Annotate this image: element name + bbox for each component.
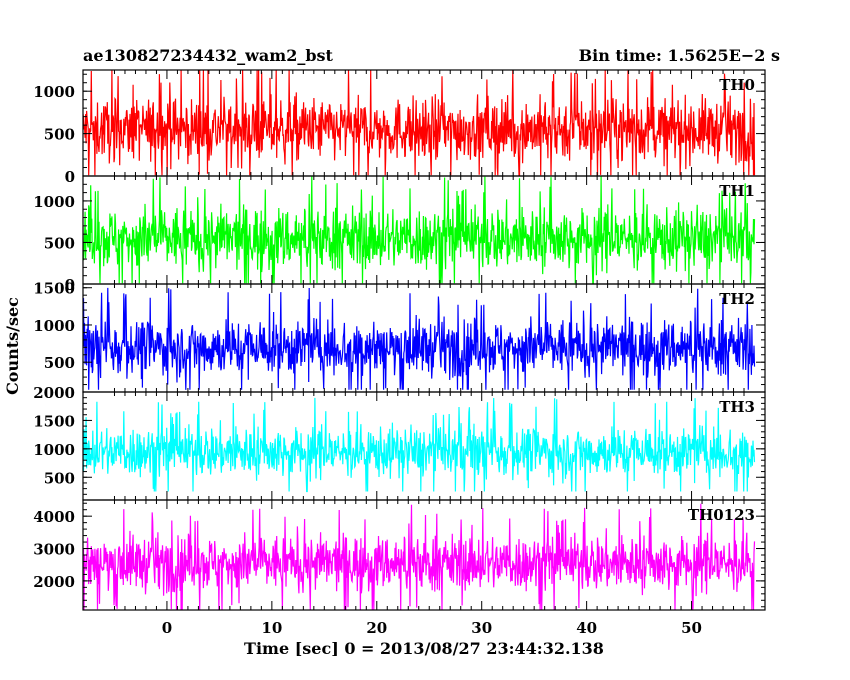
series-trace-th3 [83, 397, 756, 493]
x-tick-label: 30 [471, 619, 492, 637]
series-trace-th2 [83, 287, 756, 390]
y-tick-label: 500 [44, 234, 75, 252]
series-label-th0: TH0 [719, 76, 755, 94]
y-tick-label: 3000 [33, 541, 75, 559]
x-tick-label: 50 [681, 619, 702, 637]
chart-subtitle: Bin time: 1.5625E−2 s [579, 46, 780, 65]
y-tick-label: 2000 [33, 573, 75, 591]
y-tick-label: 1000 [33, 193, 75, 211]
x-tick-label: 20 [366, 619, 387, 637]
series-trace-th1 [83, 176, 756, 284]
y-tick-label: 500 [44, 469, 75, 487]
y-tick-label: 1000 [33, 83, 75, 101]
series-label-th2: TH2 [719, 290, 755, 308]
x-tick-label: 0 [162, 619, 172, 637]
y-tick-label: 2000 [33, 384, 75, 402]
x-tick-label: 10 [261, 619, 282, 637]
y-tick-label: 1000 [33, 317, 75, 335]
series-label-th0123: TH0123 [688, 506, 755, 524]
series-label-th1: TH1 [719, 182, 755, 200]
y-tick-label: 1500 [33, 280, 75, 298]
y-tick-label: 500 [44, 354, 75, 372]
chart-title: ae130827234432_wam2_bst [83, 46, 334, 65]
x-axis-label: Time [sec] 0 = 2013/08/27 23:44:32.138 [244, 639, 604, 658]
y-axis-label: Counts/sec [3, 297, 22, 395]
y-tick-label: 0 [65, 276, 75, 294]
y-tick-label: 0 [65, 168, 75, 186]
y-tick-label: 1000 [33, 441, 75, 459]
y-tick-label: 500 [44, 126, 75, 144]
series-trace-th0123 [83, 503, 756, 610]
series-label-th3: TH3 [719, 398, 755, 416]
y-tick-label: 1500 [33, 412, 75, 430]
y-tick-label: 4000 [33, 508, 75, 526]
series-trace-th0 [83, 70, 756, 176]
x-tick-label: 40 [576, 619, 597, 637]
